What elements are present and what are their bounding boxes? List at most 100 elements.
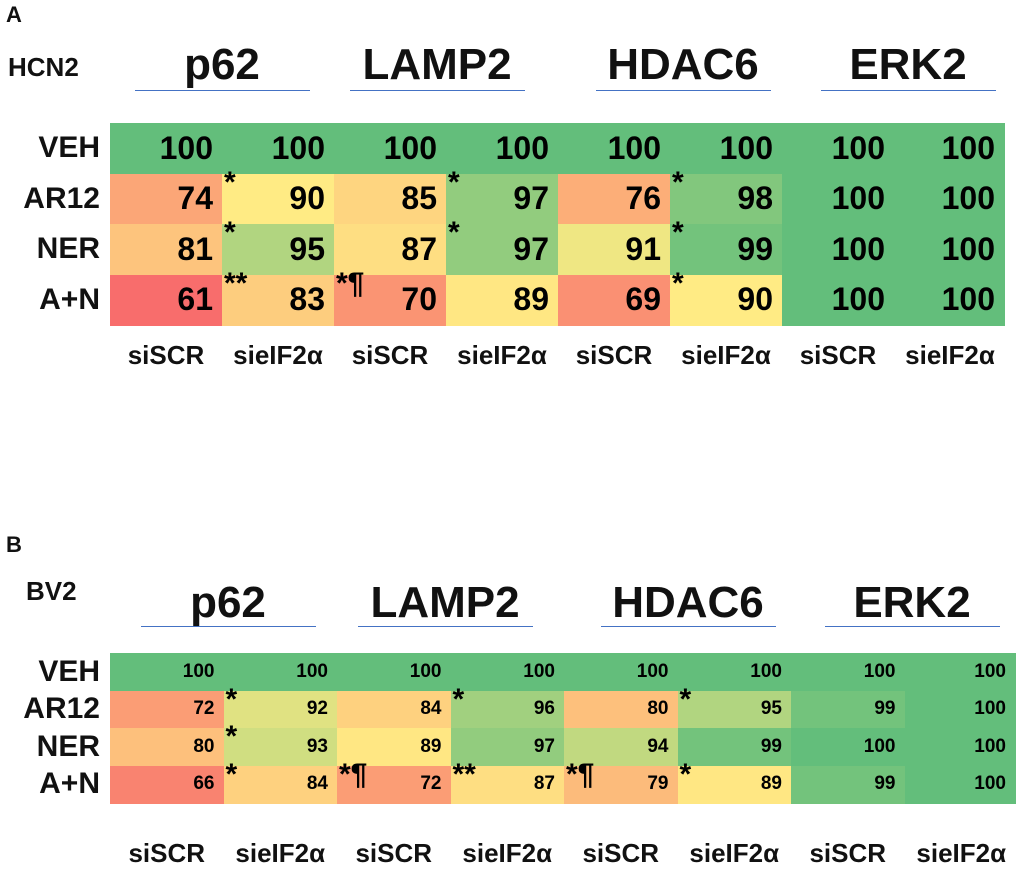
heatmap-cell: 100 [894, 173, 1005, 225]
cell-value: 87 [401, 230, 437, 267]
heatmap-cell: 100 [446, 123, 559, 175]
heatmap-cell: 100 [782, 173, 895, 225]
significance-marker: * [679, 757, 692, 791]
heatmap-cell: 100 [222, 123, 335, 175]
column-label: siSCR [809, 838, 887, 868]
cell-value: 96 [533, 698, 555, 720]
significance-marker: ** [452, 757, 476, 791]
cell-value: 100 [495, 129, 549, 166]
column-label: sieIF2α [916, 838, 1007, 868]
cell-value: 99 [737, 230, 773, 267]
significance-marker: * [224, 165, 236, 199]
heatmap-cell: 96 [450, 690, 565, 729]
target-label-hdac6: HDAC6 [607, 40, 759, 89]
target-label-p62: p62 [190, 578, 266, 627]
significance-marker: * [225, 682, 238, 716]
heatmap-cell: 100 [894, 123, 1005, 175]
cell-value: 99 [760, 735, 782, 757]
row-label-veh: VEH [38, 131, 100, 164]
cell-value: 100 [831, 180, 885, 217]
row-label-an: A+N [39, 282, 100, 316]
target-underline [349, 90, 525, 91]
heatmap-cell: 87 [450, 765, 565, 804]
row-label-ner: NER [36, 232, 100, 265]
heatmap-cell: 91 [558, 224, 671, 276]
column-label: siSCR [351, 340, 429, 370]
panel-letter: B [6, 532, 22, 557]
significance-marker: * [452, 682, 465, 716]
heatmap-cell: 100 [791, 728, 906, 767]
column-label: sieIF2α [235, 838, 326, 868]
heatmap-cell: 100 [677, 653, 792, 692]
heatmap-cell: 100 [782, 224, 895, 276]
cell-value: 99 [874, 698, 896, 720]
significance-marker: * [672, 165, 684, 199]
target-underline [134, 90, 310, 91]
heatmap-cell: 95 [222, 224, 335, 276]
heatmap-cell: 84 [337, 690, 452, 729]
significance-marker: * [448, 165, 460, 199]
cell-value: 87 [533, 773, 555, 795]
heatmap-cell: 100 [110, 123, 223, 175]
heatmap-cell: 100 [223, 653, 338, 692]
cell-value: 79 [647, 773, 669, 795]
heatmap-cell: 74 [110, 173, 223, 225]
cell-value: 100 [607, 129, 661, 166]
cell-value: 100 [159, 129, 213, 166]
target-underline [357, 626, 533, 627]
cell-value: 100 [831, 129, 885, 166]
heatmap-cell: 100 [904, 690, 1016, 729]
cell-value: 100 [974, 773, 1006, 795]
column-label: sieIF2α [681, 340, 771, 370]
heatmap-cell: 87 [334, 224, 447, 276]
column-label: sieIF2α [233, 340, 323, 370]
column-label: siSCR [799, 340, 877, 370]
significance-marker: *¶ [566, 757, 595, 791]
cell-value: 100 [383, 129, 437, 166]
heatmap-cell: 99 [677, 728, 792, 767]
cell-value: 97 [513, 180, 549, 217]
column-label: siSCR [575, 340, 653, 370]
cell-value: 89 [760, 773, 782, 795]
row-label-ar12: AR12 [23, 181, 100, 215]
cell-value: 72 [193, 698, 215, 720]
cell-value: 100 [409, 660, 442, 682]
row-label-veh: VEH [38, 654, 100, 688]
heatmap-cell: 100 [670, 123, 783, 175]
row-label-ner: NER [36, 729, 100, 763]
cell-value: 99 [874, 773, 896, 795]
heatmap-cell: 90 [670, 274, 783, 326]
panel-b: B BV2 p62 LAMP2 HDAC6 ERK2 VEH AR12 NER A+N 100 1… [0, 430, 1020, 869]
significance-marker: * [225, 757, 238, 791]
cell-value: 84 [420, 698, 442, 720]
cell-value: 100 [182, 660, 215, 682]
row-label-an: A+N [39, 767, 100, 800]
target-label-erk2: ERK2 [849, 40, 967, 89]
significance-marker: * [224, 216, 236, 249]
heatmap-cell: 76 [558, 173, 671, 225]
column-label: sieIF2α [905, 340, 995, 370]
target-underline [600, 626, 776, 627]
column-label: sieIF2α [462, 838, 553, 868]
heatmap-cell: 90 [222, 173, 335, 225]
heatmap-cell: 100 [904, 765, 1016, 804]
heatmap-cell: 84 [223, 765, 338, 804]
cell-value: 70 [401, 281, 437, 318]
cell-value: 100 [523, 660, 555, 682]
cell-value: 69 [625, 281, 661, 318]
cell-value: 84 [306, 773, 328, 795]
cell-value: 100 [863, 735, 896, 757]
target-underline [140, 626, 316, 627]
cell-value: 90 [289, 180, 325, 217]
column-label: siSCR [127, 340, 205, 370]
cell-value: 100 [831, 281, 885, 318]
heatmap-cell: 95 [677, 690, 792, 729]
heatmap-cell: 89 [446, 274, 559, 326]
target-label-hdac6: HDAC6 [612, 578, 764, 627]
heatmap-cell: 61 [110, 274, 223, 326]
cell-value: 92 [306, 698, 328, 720]
column-label: siSCR [128, 838, 206, 868]
row-label-ar12: AR12 [23, 692, 100, 725]
column-label: sieIF2α [457, 340, 547, 370]
cell-line-label: BV2 [26, 576, 77, 606]
